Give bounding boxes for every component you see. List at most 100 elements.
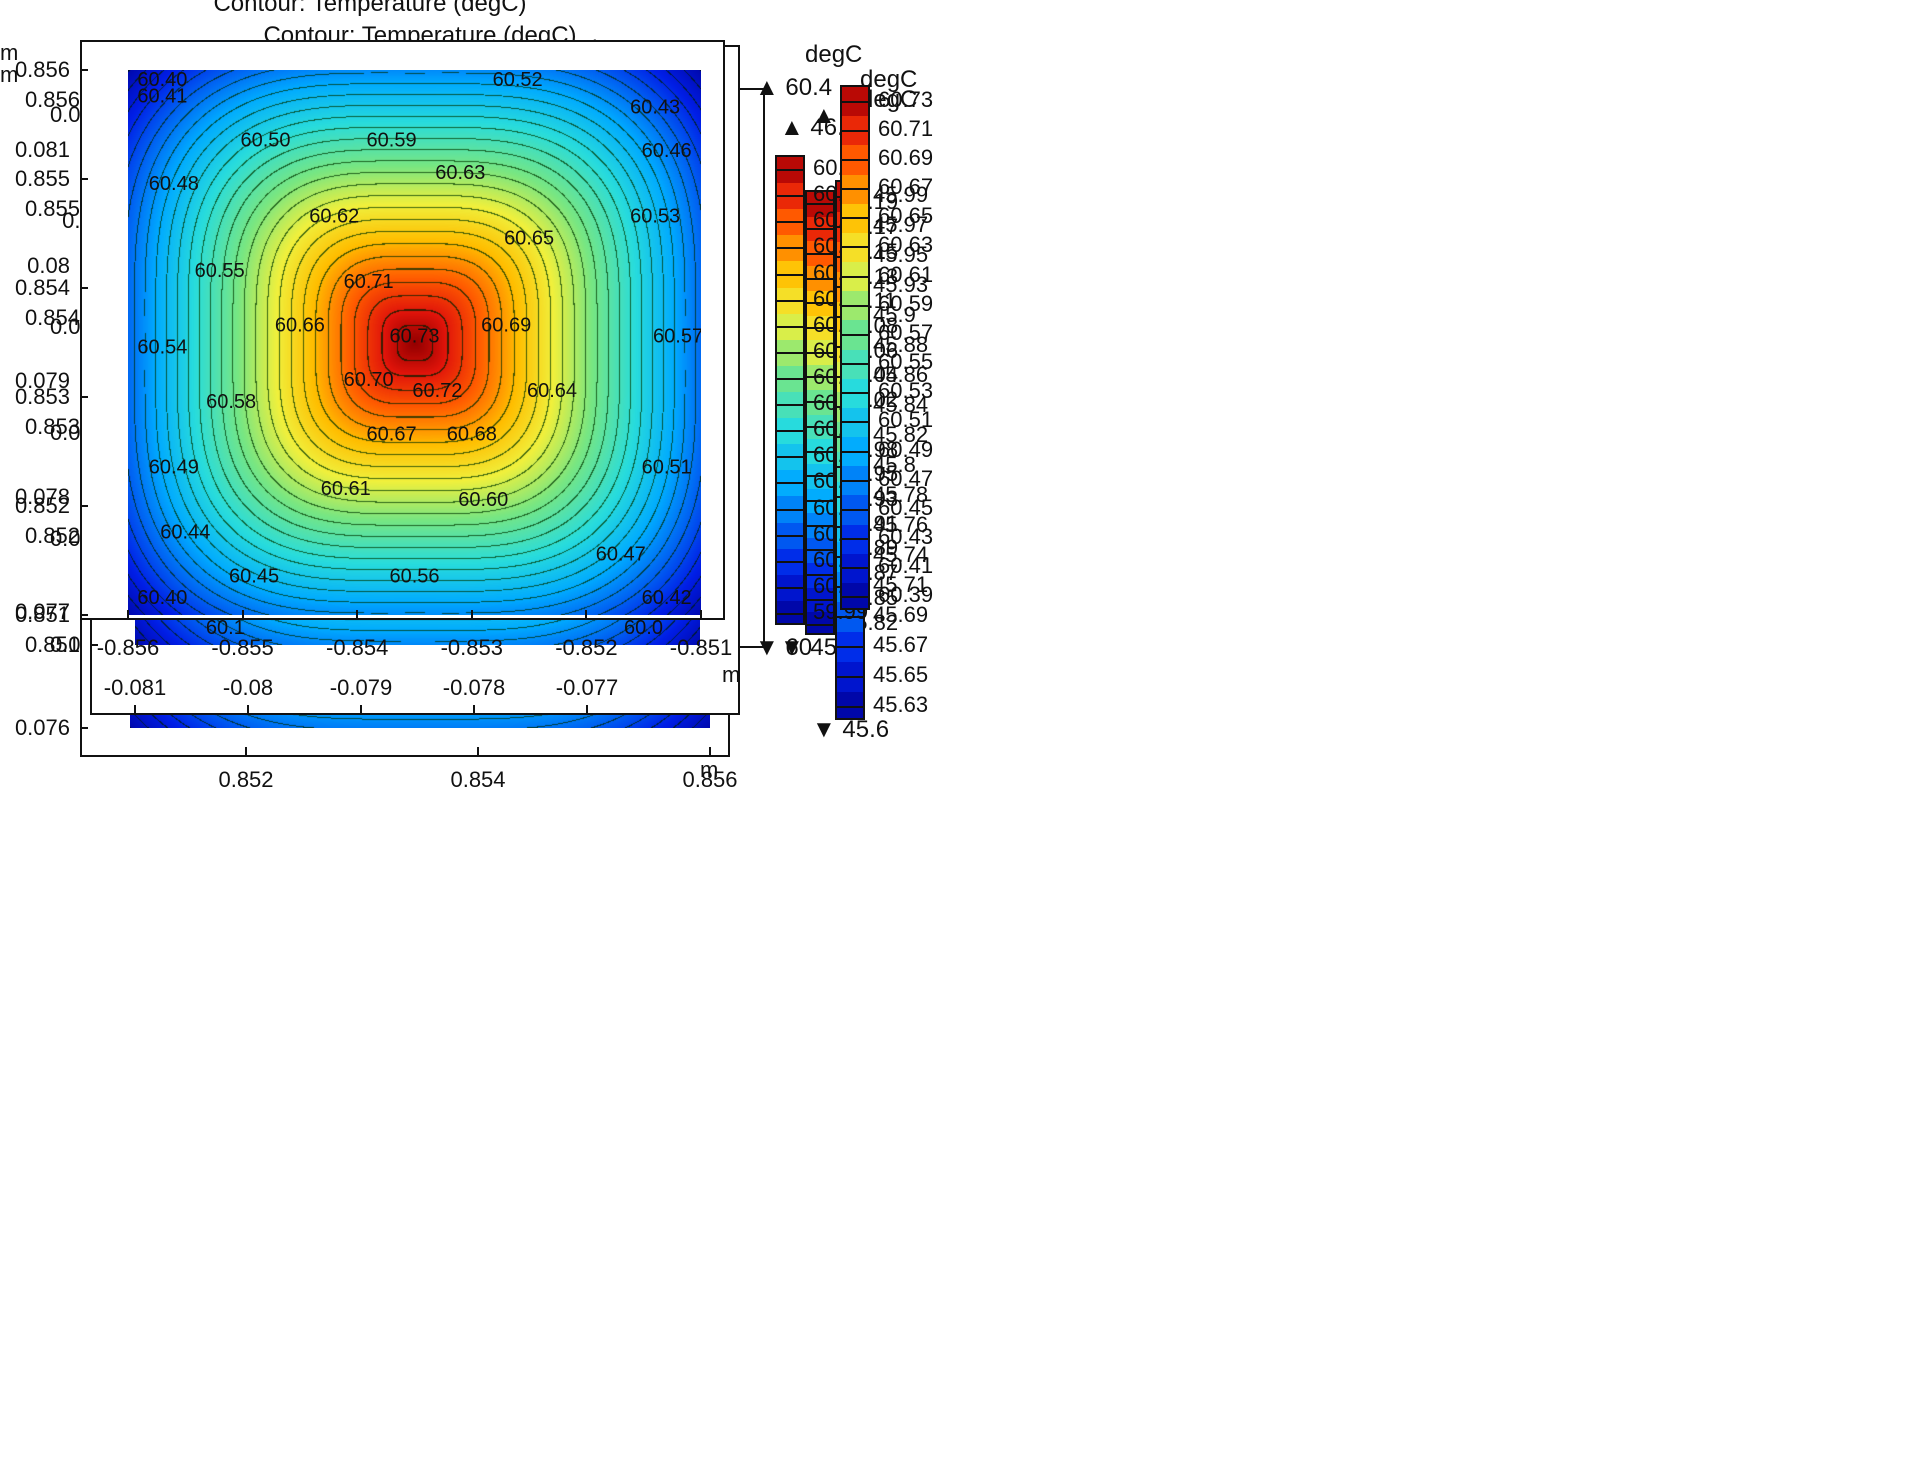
y-tick-mark [80, 614, 88, 616]
colorbar-level-line [777, 586, 803, 589]
colorbar-level-line [842, 479, 868, 482]
contour-label: 60.54 [137, 336, 187, 358]
colorbar-tick-label: 45.82 [873, 422, 929, 447]
colorbar-level-line [842, 246, 868, 249]
y-tick-label: 0.853 [24, 414, 80, 439]
colorbar-tick-label: 60.47 [878, 465, 934, 491]
x-tick-label: -0.854 [325, 635, 389, 660]
colorbar-level-line [807, 326, 833, 329]
contour-label: 60.73 [389, 326, 439, 348]
colorbar-level-line [842, 333, 868, 336]
x-tick-label: -0.856 [96, 635, 160, 660]
colorbar-level-line [842, 567, 868, 570]
y-tick-mark [80, 727, 88, 729]
contour-label: 60.62 [309, 206, 359, 228]
colorbar-level-line [842, 363, 868, 366]
triangle-up-icon: ▲ [755, 74, 786, 101]
contour-label: 60.66 [275, 315, 325, 337]
contour-label: 60.43 [630, 97, 680, 119]
chart-title: Contour: Temperature (degC) [213, 0, 527, 17]
contour-label: 60.71 [344, 271, 394, 293]
x-axis-unit: m [722, 662, 741, 687]
colorbar-level-line [807, 475, 833, 478]
colorbar-tick-label: 45.65 [873, 662, 929, 687]
contour-label: 60.42 [642, 587, 692, 609]
x-tick-mark [709, 747, 711, 755]
colorbar-segment [807, 612, 833, 633]
colorbar-level-line [807, 450, 833, 453]
colorbar-tick-label: 60.55 [878, 349, 934, 375]
contour-label: 60.53 [630, 206, 680, 228]
y-tick-label: 0.078 [14, 483, 70, 509]
colorbar-level-line [837, 676, 863, 678]
colorbar-tick-label: 60.57 [878, 319, 934, 345]
colorbar-tick-label: 45.63 [873, 692, 929, 717]
colorbar-level-line [807, 623, 833, 626]
colorbar-tick-label: 60.59 [878, 290, 934, 316]
colorbar-tick-label: 45.95 [873, 242, 929, 267]
x-tick-mark [700, 610, 702, 618]
contour-label: 60.45 [229, 565, 279, 587]
colorbar-level-line [777, 456, 803, 459]
colorbar-tick-label: 60.49 [878, 436, 934, 462]
colorbar-level-line [837, 706, 863, 708]
contour-label: 60.56 [389, 565, 439, 587]
y-tick-label: 0.076 [14, 715, 70, 740]
y-tick-mark [80, 505, 88, 507]
colorbar-tick-label: 60.43 [878, 524, 934, 550]
colorbar-level-line [777, 169, 803, 172]
x-tick-mark [473, 705, 475, 713]
contour-label: 60.65 [504, 227, 554, 249]
colorbar-tick-label: 60.45 [878, 494, 934, 520]
colorbar-segment [777, 600, 803, 623]
colorbar-tick-label: 45.74 [873, 542, 929, 567]
y-tick-mark [90, 644, 98, 646]
colorbar-level-line [842, 304, 868, 307]
x-axis-unit: m [700, 757, 719, 782]
colorbar-tick-label: 45.84 [873, 392, 929, 417]
y-tick-label: 0.851 [24, 632, 80, 657]
colorbar-tick-label: 60.71 [878, 115, 934, 141]
colorbar-tick-label: 60.53 [878, 378, 934, 404]
contour-label: 60.60 [458, 489, 508, 511]
colorbar-tick-label: 45.67 [873, 632, 929, 657]
contour-label: 60.40 [137, 70, 187, 91]
x-tick-mark [241, 610, 244, 618]
triangle-up-icon: ▲ [812, 102, 843, 129]
colorbar-tick-label: 60.51 [878, 407, 934, 433]
colorbar-tick-label: 45.97 [873, 212, 929, 237]
y-tick-label: 0.855 [24, 196, 80, 221]
colorbar-level-line [842, 538, 868, 541]
x-tick-mark [585, 610, 588, 618]
x-tick-mark [356, 610, 359, 618]
x-tick-label: -0.078 [442, 675, 506, 700]
x-tick-mark [127, 610, 129, 618]
colorbar-level-line [807, 598, 833, 601]
x-tick-mark [360, 705, 362, 713]
contour-label: 60.61 [321, 478, 371, 500]
contour-label: 60.1 [206, 617, 245, 639]
colorbar-tick-label: 60.69 [878, 144, 934, 170]
colorbar-level-line [777, 299, 803, 302]
y-tick-label: 0.855 [14, 166, 70, 191]
colorbar-level-line [777, 377, 803, 380]
contour-label: 60.69 [481, 315, 531, 337]
contour-label: 60.63 [435, 162, 485, 184]
contour-label: 60.57 [653, 326, 701, 348]
contour-label: 60.70 [344, 369, 394, 391]
contour-label: 60.68 [447, 424, 497, 446]
colorbar-tick-label: 45.9 [873, 302, 916, 327]
contour-label: 60.49 [149, 456, 199, 478]
colorbar-level-line [777, 273, 803, 276]
colorbar [775, 155, 805, 625]
y-tick-label: 0.854 [14, 275, 70, 300]
x-tick-mark [245, 747, 247, 755]
colorbar [805, 190, 835, 635]
colorbar-level-line [842, 392, 868, 395]
colorbar-level-line [842, 217, 868, 220]
y-tick-label: 0.852 [14, 493, 70, 518]
colorbar-level-line [807, 277, 833, 280]
y-tick-label: 0.851 [14, 602, 70, 627]
colorbar-min-marker: ▼ 45.6 [812, 718, 889, 742]
